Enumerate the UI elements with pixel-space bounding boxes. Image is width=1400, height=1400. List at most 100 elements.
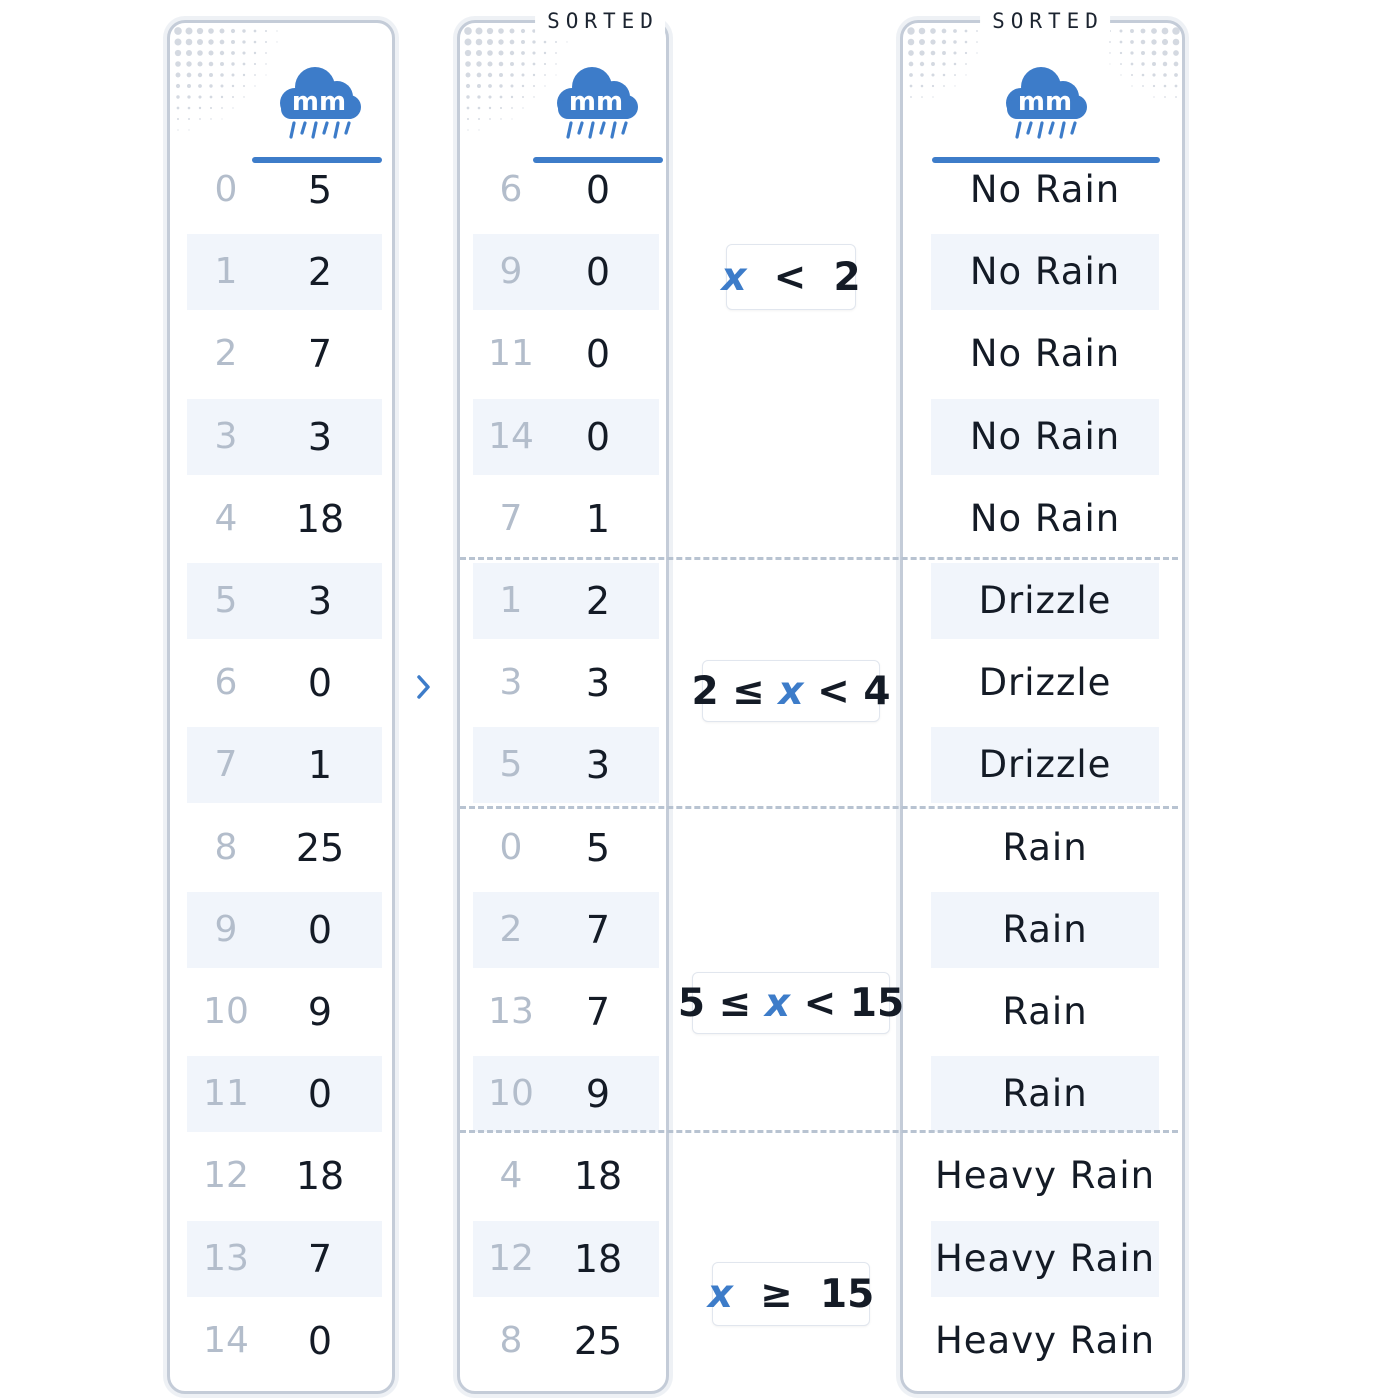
rainfall-value: 3 (585, 743, 611, 788)
rain-category-label: Heavy Rain (934, 1154, 1156, 1198)
row-index: 4 (499, 1155, 523, 1197)
table-row: 10 9 (187, 974, 382, 1050)
group-divider (460, 806, 1178, 809)
table-row: 13 7 (187, 1220, 382, 1297)
rainfall-value: 5 (307, 168, 333, 212)
rainfall-value: 9 (307, 990, 333, 1034)
rainfall-value: 2 (307, 250, 333, 295)
condition-rain: 5 ≤ x < 15 (678, 972, 904, 1034)
rain-category-label: No Rain (969, 168, 1121, 211)
rainfall-value: 3 (307, 414, 333, 459)
row-index: 10 (488, 1073, 534, 1115)
row-index: 1 (214, 251, 238, 293)
table-row: 12 18 (187, 1138, 382, 1214)
rainfall-value: 1 (307, 743, 333, 788)
rainfall-value: 1 (585, 496, 611, 541)
rainfall-value: 5 (585, 825, 611, 870)
rainfall-value: 3 (307, 579, 333, 623)
rainfall-value: 25 (295, 825, 345, 870)
table-row: 13 7 (473, 974, 659, 1050)
group-divider (460, 557, 1178, 560)
sorted-values-column: SORTED mm 6 0 9 0 11 0 14 0 7 1 1 2 3 3 5 3 0 5 2 7 13 7 10 9 4 1… (457, 7, 669, 1394)
table-row: 12 18 (473, 1220, 659, 1297)
variable-x: x (721, 254, 747, 300)
rain-cloud-icon: mm (1006, 67, 1087, 139)
table-row: Drizzle (931, 563, 1159, 639)
rain-category-label: No Rain (969, 414, 1121, 458)
row-index: 3 (499, 662, 523, 704)
header-underline (533, 157, 663, 163)
rainfall-value: 25 (573, 1318, 623, 1363)
rainfall-value: 0 (585, 332, 611, 377)
table-row: Drizzle (931, 645, 1159, 721)
halftone-dots (907, 27, 978, 98)
row-index: 0 (214, 169, 238, 210)
rainfall-value: 0 (307, 661, 333, 706)
rainfall-value: 0 (307, 1072, 333, 1117)
row-index: 11 (203, 1073, 249, 1115)
row-index: 12 (488, 1237, 534, 1279)
condition-no-rain: x < 2 (721, 244, 861, 310)
row-index: 14 (488, 415, 534, 457)
table-row: Rain (931, 974, 1159, 1050)
row-index: 8 (499, 1319, 523, 1361)
rainfall-value: 7 (585, 990, 611, 1034)
table-row: 8 25 (473, 1303, 659, 1379)
table-row: 11 0 (473, 316, 659, 392)
row-index: 5 (499, 744, 523, 786)
row-index: 4 (214, 497, 238, 539)
rain-category-label: No Rain (969, 496, 1121, 540)
unit-label: mm (292, 87, 346, 117)
row-index: 10 (203, 991, 249, 1032)
rain-category-label: Drizzle (978, 743, 1112, 787)
rainfall-value: 0 (585, 414, 611, 459)
rain-cloud-icon: mm (280, 67, 361, 139)
rain-category-column: SORTED mm No Rain No Rain No Rain No Rain No… (900, 7, 1185, 1394)
row-index: 11 (488, 333, 534, 375)
row-index: 9 (214, 908, 238, 950)
table-row: Rain (931, 810, 1159, 886)
table-row: 4 18 (473, 1138, 659, 1214)
rain-category-label: Heavy Rain (934, 1318, 1156, 1362)
group-divider (460, 1130, 1178, 1133)
rain-category-label: Rain (1002, 1072, 1088, 1116)
table-row: 11 0 (187, 1056, 382, 1133)
table-row: 8 25 (187, 810, 382, 886)
rainfall-value: 18 (295, 496, 345, 541)
rain-category-label: No Rain (969, 332, 1121, 376)
rainfall-value: 7 (585, 907, 611, 952)
row-index: 2 (214, 333, 238, 375)
row-index: 13 (203, 1237, 249, 1279)
table-row: 14 0 (473, 398, 659, 475)
rain-category-label: No Rain (969, 250, 1121, 294)
rain-category-label: Drizzle (978, 579, 1112, 622)
table-row: Rain (931, 1056, 1159, 1133)
rain-cloud-icon: mm (557, 67, 638, 139)
rainfall-value: 18 (295, 1154, 345, 1199)
row-index: 1 (499, 580, 523, 621)
table-row: 10 9 (473, 1056, 659, 1133)
row-index: 13 (488, 991, 534, 1032)
rain-category-label: Drizzle (978, 661, 1112, 705)
condition-drizzle: 2 ≤ x < 4 (691, 660, 891, 722)
variable-x: x (764, 980, 791, 1026)
table-row: Heavy Rain (931, 1138, 1159, 1214)
rain-category-label: Rain (1002, 990, 1088, 1033)
row-index: 7 (214, 744, 238, 786)
rainfall-value: 0 (307, 1318, 333, 1363)
row-index: 6 (214, 662, 238, 704)
unit-label: mm (569, 87, 623, 117)
row-index: 14 (203, 1319, 249, 1361)
table-row: No Rain (931, 316, 1159, 392)
table-row: No Rain (931, 234, 1159, 311)
